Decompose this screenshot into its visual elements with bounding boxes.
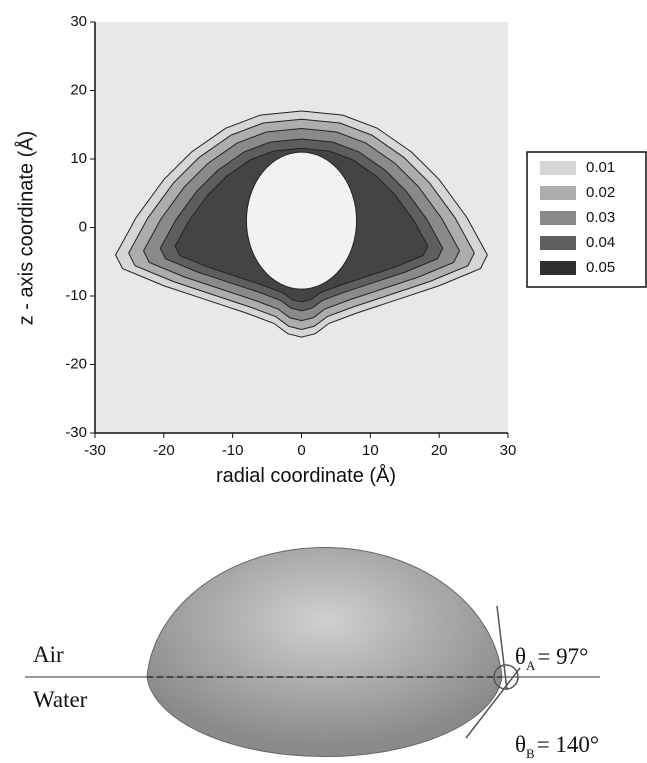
theta-a-label: θA= 97°	[515, 644, 588, 673]
legend-label: 0.02	[586, 184, 615, 201]
theta-subscript: A	[526, 658, 536, 673]
legend-swatch	[540, 261, 576, 275]
contour-hole	[245, 151, 358, 290]
tangent-b	[465, 667, 521, 739]
angle-arc	[493, 664, 519, 690]
y-tick-label: -10	[65, 287, 87, 304]
legend-swatch	[540, 186, 576, 200]
legend-swatch	[540, 236, 576, 250]
legend-label: 0.03	[586, 209, 615, 226]
water-label: Water	[33, 687, 88, 712]
legend-label: 0.01	[586, 159, 615, 176]
theta-subscript: B	[526, 746, 535, 761]
y-tick-label: 30	[70, 13, 87, 30]
plot-area	[95, 22, 508, 433]
y-tick-label: -20	[65, 355, 87, 372]
y-tick-label: 20	[70, 81, 87, 98]
air-label: Air	[33, 642, 64, 667]
x-tick-label: 20	[431, 442, 448, 459]
y-tick-label: -30	[65, 424, 87, 441]
x-tick-label: -30	[84, 442, 106, 459]
droplet	[146, 546, 503, 758]
legend-swatch	[540, 161, 576, 175]
y-axis-label: z - axis coordinate (Å)	[14, 131, 37, 326]
y-tick-label: 10	[70, 150, 87, 167]
x-tick-label: -10	[222, 442, 244, 459]
theta-value: = 97°	[537, 644, 588, 669]
tangent-a	[496, 605, 508, 691]
x-tick-label: -20	[153, 442, 175, 459]
theta-symbol: θ	[515, 644, 526, 669]
x-tick-label: 30	[500, 442, 517, 459]
legend-label: 0.04	[586, 234, 615, 251]
legend-label: 0.05	[586, 259, 615, 276]
y-tick-label: 0	[79, 218, 87, 235]
theta-b-label: θB= 140°	[515, 732, 599, 761]
theta-value: = 140°	[537, 732, 599, 757]
x-axis-label: radial coordinate (Å)	[216, 464, 396, 487]
x-tick-label: 10	[362, 442, 379, 459]
legend-swatch	[540, 211, 576, 225]
x-tick-label: 0	[297, 442, 305, 459]
theta-symbol: θ	[515, 732, 526, 757]
